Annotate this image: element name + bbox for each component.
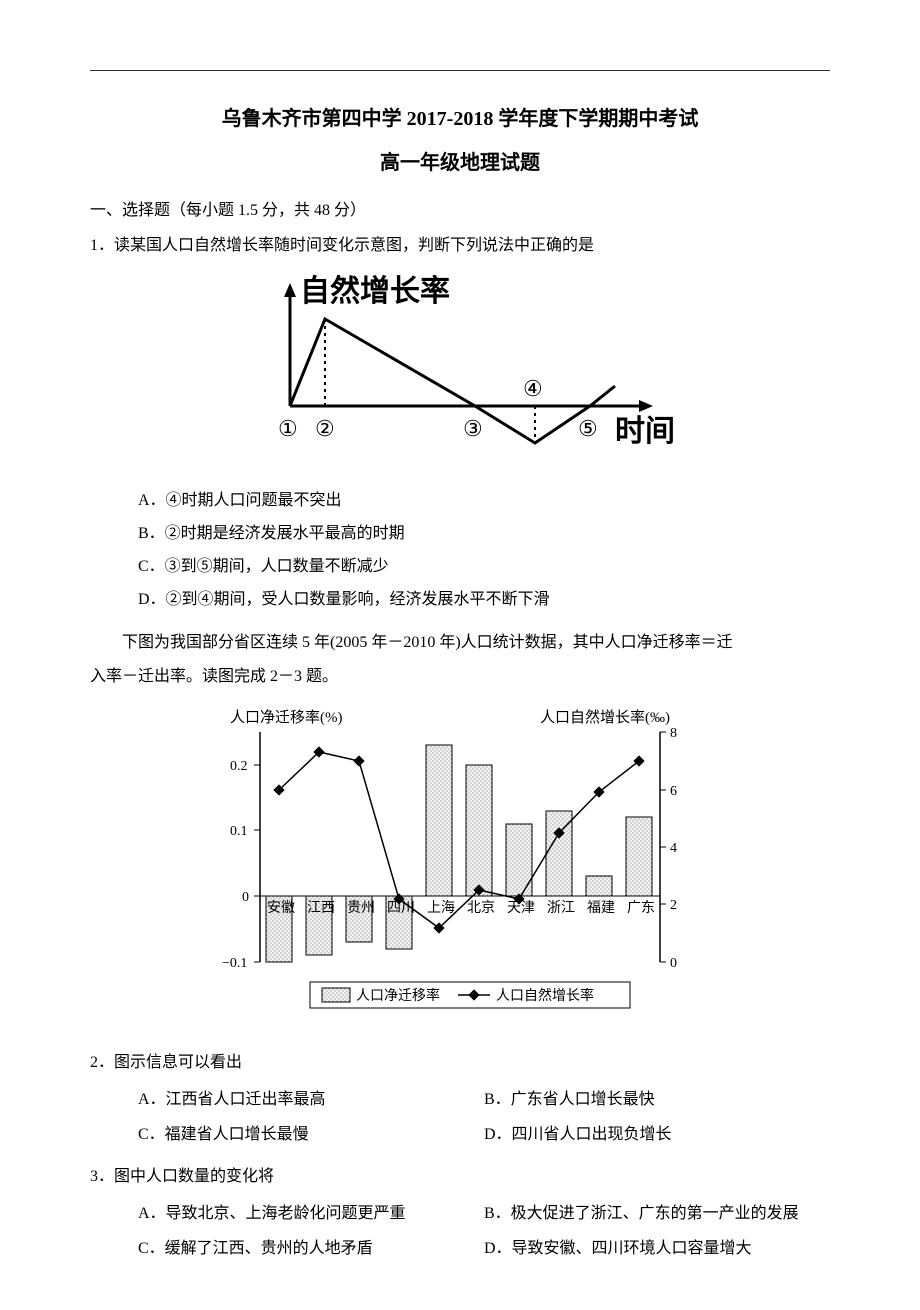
q3-opt-c: C．缓解了江西、贵州的人地矛盾 xyxy=(138,1235,484,1264)
svg-text:浙江: 浙江 xyxy=(547,900,575,916)
svg-text:人口净迁移率: 人口净迁移率 xyxy=(356,987,440,1004)
fig1-xaxis-arrow xyxy=(639,400,653,412)
fig1-m3: ③ xyxy=(463,416,483,441)
fig1-m2: ② xyxy=(315,416,335,441)
fig2-right-title: 人口自然增长率(‰) xyxy=(540,709,670,726)
fig2-legend: 人口净迁移率 人口自然增长率 xyxy=(310,982,630,1008)
passage2-line1: 下图为我国部分省区连续 5 年(2005 年－2010 年)人口统计数据，其中人… xyxy=(90,629,830,658)
fig1-xlabel: 时间 xyxy=(615,415,675,448)
svg-text:上海: 上海 xyxy=(427,900,455,916)
q1-opt-b: B．②时期是经济发展水平最高的时期 xyxy=(138,520,830,549)
fig1-m1: ① xyxy=(278,416,298,441)
svg-text:0.2: 0.2 xyxy=(230,759,248,774)
q1-opt-d: D．②到④期间，受人口数量影响，经济发展水平不断下滑 xyxy=(138,586,830,615)
q2-row1: A．江西省人口迁出率最高 B．广东省人口增长最快 xyxy=(138,1086,830,1115)
fig2-left-ticks: −0.1 0 0.1 0.2 xyxy=(222,759,260,971)
q2-opt-b: B．广东省人口增长最快 xyxy=(484,1086,830,1115)
svg-text:−0.1: −0.1 xyxy=(222,956,247,971)
q2-opt-d: D．四川省人口出现负增长 xyxy=(484,1121,830,1150)
passage2-line2: 入率－迁出率。读图完成 2－3 题。 xyxy=(90,663,830,692)
svg-text:四川: 四川 xyxy=(387,901,415,916)
svg-text:江西: 江西 xyxy=(307,900,335,916)
svg-text:贵州: 贵州 xyxy=(347,900,375,916)
fig1-m4: ④ xyxy=(523,376,543,401)
fig1-ylabel: 自然增长率 xyxy=(300,274,450,308)
svg-text:北京: 北京 xyxy=(467,900,495,916)
page-title-main: 乌鲁木齐市第四中学 2017-2018 学年度下学期期中考试 xyxy=(90,101,830,137)
q2-stem: 2．图示信息可以看出 xyxy=(90,1049,830,1078)
fig2-svg: 人口净迁移率(%) 人口自然增长率(‰) −0.1 0 0.1 0.2 0 2 … xyxy=(190,702,730,1022)
q1-opt-c: C．③到⑤期间，人口数量不断减少 xyxy=(138,553,830,582)
fig1-curve xyxy=(290,319,615,443)
section-heading: 一、选择题（每小题 1.5 分，共 48 分） xyxy=(90,197,830,226)
q3-stem: 3．图中人口数量的变化将 xyxy=(90,1163,830,1192)
q2-opt-a: A．江西省人口迁出率最高 xyxy=(138,1086,484,1115)
fig1-m5: ⑤ xyxy=(578,416,598,441)
figure-2: 人口净迁移率(%) 人口自然增长率(‰) −0.1 0 0.1 0.2 0 2 … xyxy=(90,702,830,1033)
svg-text:广东: 广东 xyxy=(627,900,655,916)
svg-text:8: 8 xyxy=(670,726,677,741)
svg-text:安徽: 安徽 xyxy=(267,900,295,916)
svg-text:0.1: 0.1 xyxy=(230,824,248,839)
svg-text:6: 6 xyxy=(670,784,677,799)
fig1-svg: 自然增长率 时间 ① ② ③ ④ ⑤ xyxy=(245,271,675,461)
q1-opt-a: A．④时期人口问题最不突出 xyxy=(138,487,830,516)
q3-row1: A．导致北京、上海老龄化问题更严重 B．极大促进了浙江、广东的第一产业的发展 xyxy=(138,1200,830,1229)
q1-stem: 1．读某国人口自然增长率随时间变化示意图，判断下列说法中正确的是 xyxy=(90,232,830,261)
page-title-sub: 高一年级地理试题 xyxy=(90,145,830,181)
fig2-bars xyxy=(266,745,652,962)
q2-row2: C．福建省人口增长最慢 D．四川省人口出现负增长 xyxy=(138,1121,830,1150)
q2-opt-c: C．福建省人口增长最慢 xyxy=(138,1121,484,1150)
q3-opt-a: A．导致北京、上海老龄化问题更严重 xyxy=(138,1200,484,1229)
q1-options: A．④时期人口问题最不突出 B．②时期是经济发展水平最高的时期 C．③到⑤期间，… xyxy=(138,487,830,614)
svg-text:人口自然增长率: 人口自然增长率 xyxy=(496,987,594,1004)
svg-text:2: 2 xyxy=(670,898,677,913)
svg-text:4: 4 xyxy=(670,841,677,856)
fig2-left-title: 人口净迁移率(%) xyxy=(230,709,343,726)
svg-text:福建: 福建 xyxy=(587,900,615,916)
q3-row2: C．缓解了江西、贵州的人地矛盾 D．导致安徽、四川环境人口容量增大 xyxy=(138,1235,830,1264)
q3-opt-d: D．导致安徽、四川环境人口容量增大 xyxy=(484,1235,830,1264)
svg-text:0: 0 xyxy=(242,890,249,905)
top-rule xyxy=(90,70,830,71)
q3-opt-b: B．极大促进了浙江、广东的第一产业的发展 xyxy=(484,1200,830,1229)
figure-1: 自然增长率 时间 ① ② ③ ④ ⑤ xyxy=(90,271,830,472)
fig1-yaxis-arrow xyxy=(284,283,296,297)
svg-text:0: 0 xyxy=(670,956,677,971)
fig2-right-ticks: 0 2 4 6 8 xyxy=(660,726,677,971)
